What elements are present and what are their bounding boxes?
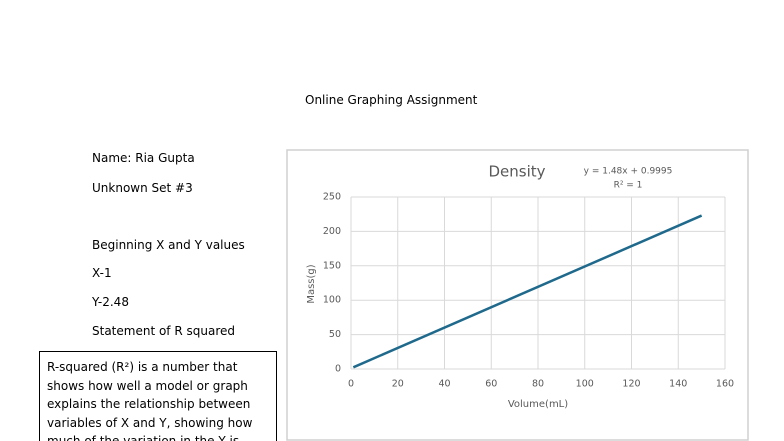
text-box: R-squared (R²) is a number that shows ho… (39, 351, 277, 441)
x-axis-label: Volume(mL) (508, 399, 568, 410)
chart-title: Density (488, 163, 545, 181)
y-value: Y-2.48 (92, 295, 129, 309)
x-tick-label: 40 (438, 379, 450, 390)
y-tick-label: 50 (329, 329, 341, 340)
x-tick-label: 120 (622, 379, 640, 390)
x-tick-label: 0 (348, 379, 354, 390)
x-tick-label: 160 (716, 379, 734, 390)
x-tick-label: 140 (669, 379, 687, 390)
heading: Beginning X and Y values (92, 238, 245, 252)
y-tick-label: 150 (323, 260, 341, 271)
y-tick-label: 250 (323, 192, 341, 203)
x-value: X-1 (92, 266, 112, 280)
doc-title: Online Graphing Assignment (305, 93, 478, 107)
data-line (352, 214, 703, 369)
r-squared: R² = 1 (614, 181, 643, 191)
y-tick-label: 100 (323, 295, 341, 306)
y-axis-label: Mass(g) (306, 264, 317, 303)
x-tick-label: 100 (576, 379, 594, 390)
y-tick-label: 0 (335, 364, 341, 375)
heading: Statement of R squared (92, 324, 235, 338)
x-tick-label: 80 (532, 379, 544, 390)
y-tick-label: 200 (323, 226, 341, 237)
name: Name: Ria Gupta (92, 151, 195, 165)
set: Unknown Set #3 (92, 181, 193, 195)
x-tick-label: 60 (485, 379, 497, 390)
x-tick-label: 20 (392, 379, 404, 390)
equation: y = 1.48x + 0.9995 (584, 167, 673, 177)
